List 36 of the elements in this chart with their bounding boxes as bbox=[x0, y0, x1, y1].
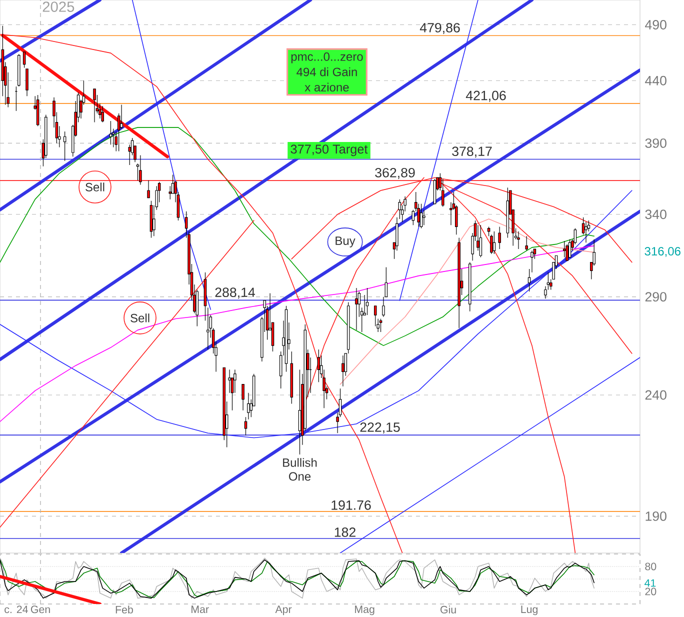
y-tick-label: 490 bbox=[645, 20, 666, 30]
annotation: Sell bbox=[130, 314, 150, 322]
ref-line-label: 421,06 bbox=[466, 90, 506, 102]
text: 316,06 bbox=[644, 247, 680, 257]
ref-line-label: 479,86 bbox=[420, 22, 460, 34]
ref-line-label: 2025 bbox=[42, 2, 74, 12]
annotation: 377,50 Target bbox=[290, 144, 368, 156]
x-tick-label: Mar bbox=[192, 606, 209, 614]
y-tick-label: 190 bbox=[646, 511, 666, 521]
y-tick-label: 290 bbox=[645, 292, 666, 302]
annotation: Sell bbox=[86, 182, 104, 192]
ref-line-label: 222,15 bbox=[360, 422, 400, 434]
ref-line-label: 362,89 bbox=[375, 168, 415, 179]
x-tick-label: c. 24 bbox=[4, 606, 28, 614]
annotation: Buy bbox=[336, 236, 356, 248]
ref-line-label: 191.76 bbox=[332, 500, 371, 510]
x-tick-label: Feb bbox=[116, 606, 133, 614]
y-tick-label: 340 bbox=[645, 210, 666, 220]
y-tick-label: 240 bbox=[645, 390, 666, 400]
annotation: x azione bbox=[304, 82, 349, 92]
x-tick-label: Mag bbox=[355, 606, 374, 616]
y-tick-label: 20 bbox=[645, 588, 656, 596]
annotation: Bullish One bbox=[283, 458, 317, 481]
ref-line-label: 182 bbox=[334, 527, 356, 537]
x-tick-label: Giu bbox=[440, 606, 456, 614]
ref-line-label: 378,17 bbox=[452, 146, 492, 158]
x-tick-label: Lug bbox=[521, 606, 538, 616]
x-tick-label: Gen bbox=[30, 606, 50, 614]
y-tick-label: 80 bbox=[645, 562, 656, 570]
annotation: 494 di Gain bbox=[296, 67, 357, 76]
ref-line-label: 288,14 bbox=[215, 288, 255, 299]
text: 41 bbox=[644, 579, 656, 587]
annotation: pmc...0...zero bbox=[291, 52, 363, 64]
x-tick-label: Apr bbox=[275, 606, 292, 616]
y-tick-label: 440 bbox=[645, 76, 666, 86]
y-tick-label: 390 bbox=[645, 138, 666, 148]
